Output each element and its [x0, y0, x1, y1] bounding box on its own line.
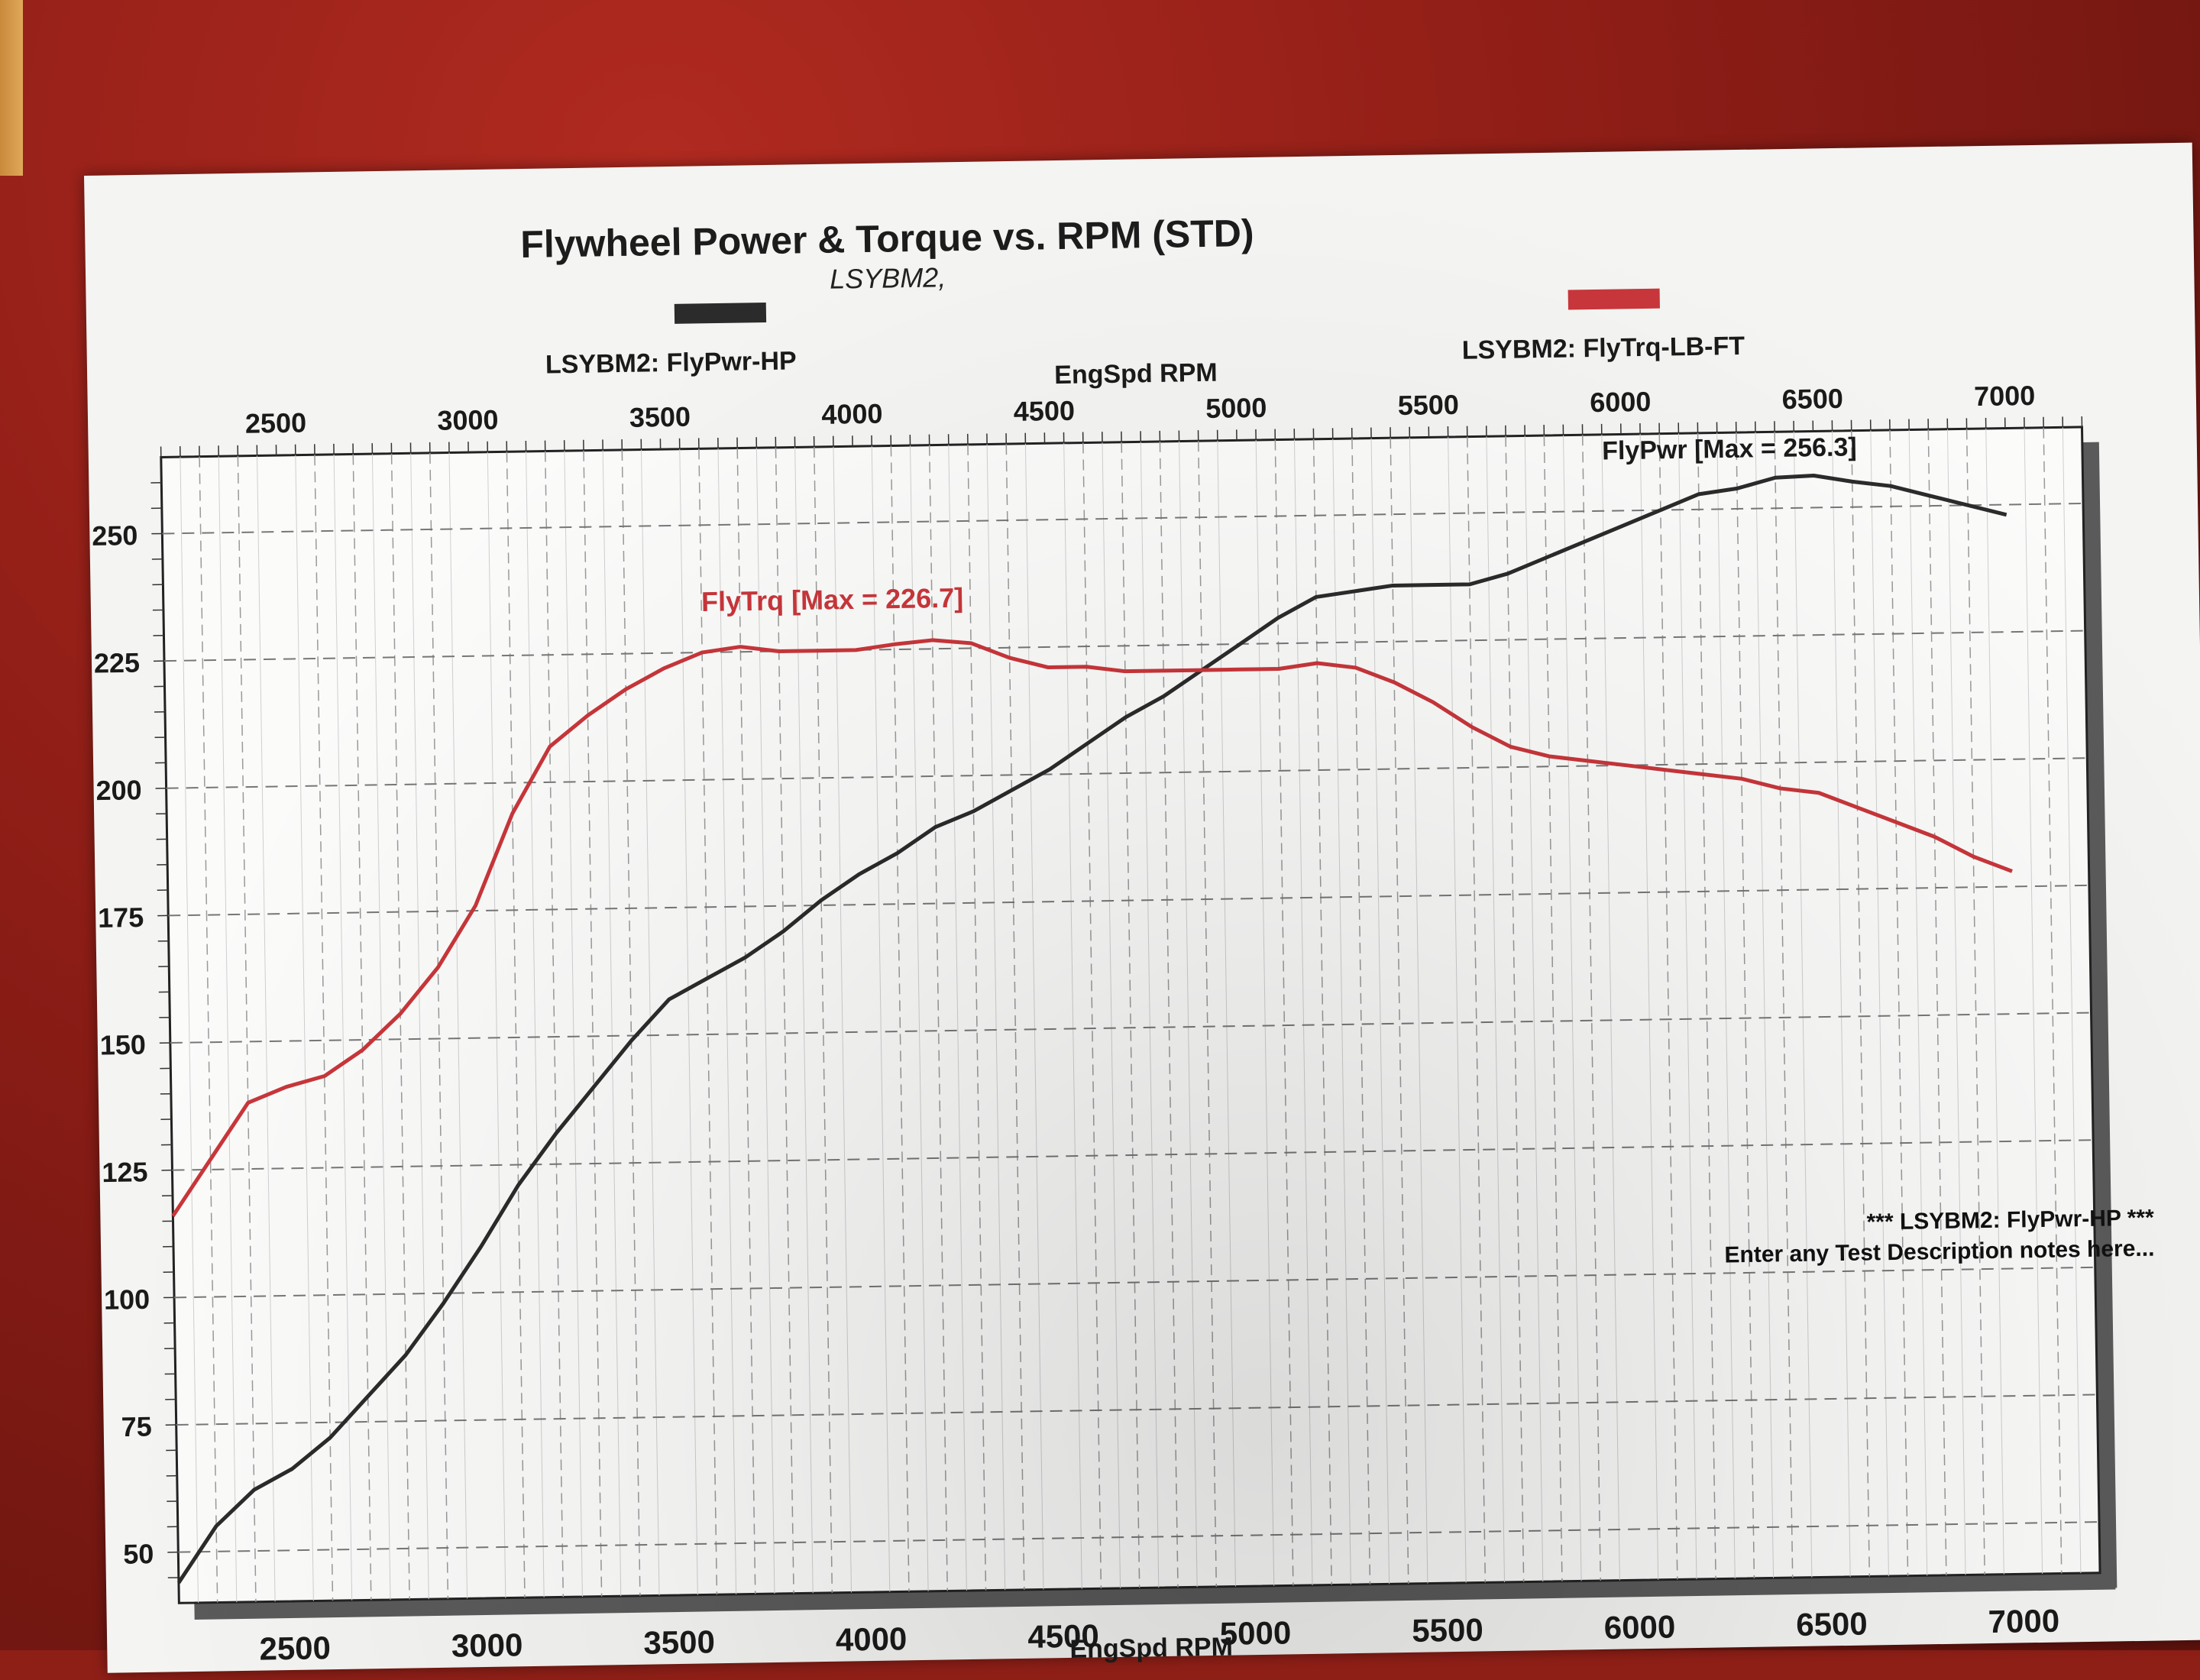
x-tick-label-top: 3000: [437, 404, 499, 436]
y-tick-label: 75: [121, 1410, 152, 1442]
x-tick-label-bottom: 5500: [1412, 1611, 1483, 1648]
x-tick-label-top: 2500: [245, 406, 307, 439]
x-tick-label-top: 6000: [1590, 386, 1652, 418]
y-tick-label: 200: [95, 774, 142, 806]
x-tick-label-bottom: 4500: [1027, 1617, 1099, 1654]
x-tick-label-top: 4500: [1014, 395, 1076, 427]
y-tick-label: 150: [99, 1029, 146, 1061]
torque-max-annotation: FlyTrq [Max = 226.7]: [701, 582, 964, 617]
y-tick-label: 250: [92, 520, 138, 552]
x-tick-label-top: 6500: [1781, 383, 1843, 415]
x-tick-label-top: 5500: [1397, 389, 1459, 421]
x-tick-label-bottom: 3500: [643, 1623, 715, 1660]
x-tick-label-bottom: 6000: [1603, 1609, 1675, 1646]
y-tick-label: 175: [98, 902, 144, 934]
y-tick-label: 225: [94, 647, 141, 679]
x-tick-label-top: 3500: [629, 401, 691, 433]
wood-floor: [0, 0, 23, 176]
dyno-sheet: Flywheel Power & Torque vs. RPM (STD) LS…: [84, 143, 2200, 1673]
x-tick-label-bottom: 2500: [259, 1630, 331, 1666]
x-tick-label-bottom: 6500: [1796, 1606, 1868, 1643]
x-tick-label-bottom: 4000: [836, 1620, 907, 1657]
x-tick-label-bottom: 3000: [451, 1627, 523, 1663]
x-tick-label-top: 5000: [1205, 392, 1267, 424]
plot-area: 50 75 100 125 150 175 200 225 250 2500 2500 3000 300…: [84, 143, 2200, 1673]
y-tick-label: 125: [102, 1156, 148, 1188]
y-tick-label: 100: [104, 1283, 150, 1316]
x-tick-label-bottom: 5000: [1219, 1614, 1291, 1651]
x-tick-label-top: 7000: [1974, 380, 2036, 412]
notes-line-1: *** LSYBM2: FlyPwr-HP ***: [1866, 1206, 2154, 1236]
x-tick-label-bottom: 7000: [1988, 1603, 2059, 1640]
y-tick-label: 50: [123, 1538, 154, 1570]
x-tick-label-top: 4000: [821, 398, 883, 430]
power-max-annotation: FlyPwr [Max = 256.3]: [1602, 432, 1857, 465]
